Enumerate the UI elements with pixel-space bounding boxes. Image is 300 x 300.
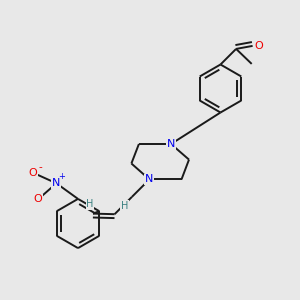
Text: O: O: [28, 168, 37, 178]
Text: +: +: [58, 172, 65, 181]
Text: O: O: [33, 194, 42, 205]
Text: N: N: [167, 139, 175, 149]
Text: N: N: [52, 178, 61, 188]
Text: H: H: [121, 201, 128, 211]
Text: N: N: [145, 174, 154, 184]
Text: H: H: [86, 199, 94, 209]
Text: O: O: [255, 41, 264, 51]
Text: -: -: [38, 162, 42, 172]
